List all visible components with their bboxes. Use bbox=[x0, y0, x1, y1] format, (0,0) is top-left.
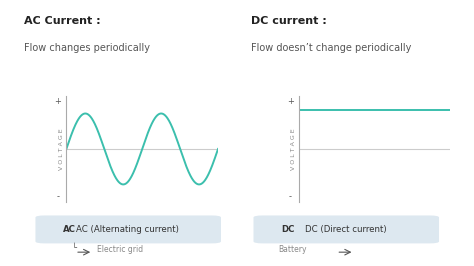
Text: └: └ bbox=[72, 243, 76, 252]
Text: AC (Alternating current): AC (Alternating current) bbox=[76, 225, 179, 234]
FancyBboxPatch shape bbox=[254, 215, 439, 243]
Y-axis label: V O L T A G E: V O L T A G E bbox=[291, 128, 296, 170]
Text: Flow changes periodically: Flow changes periodically bbox=[24, 43, 150, 53]
Text: DC (Direct current): DC (Direct current) bbox=[304, 225, 386, 234]
Text: -: - bbox=[56, 192, 59, 201]
Text: +: + bbox=[55, 97, 61, 106]
Text: -: - bbox=[289, 192, 292, 201]
Text: DC: DC bbox=[282, 225, 295, 234]
Text: AC: AC bbox=[64, 225, 76, 234]
Text: Electric grid: Electric grid bbox=[97, 245, 143, 254]
Text: Flow doesn’t change periodically: Flow doesn’t change periodically bbox=[251, 43, 411, 53]
Text: DC current :: DC current : bbox=[251, 16, 327, 26]
Y-axis label: V O L T A G E: V O L T A G E bbox=[59, 128, 64, 170]
Text: Battery: Battery bbox=[279, 245, 307, 254]
Text: +: + bbox=[287, 97, 293, 106]
Text: AC Current :: AC Current : bbox=[24, 16, 100, 26]
FancyBboxPatch shape bbox=[36, 215, 221, 243]
